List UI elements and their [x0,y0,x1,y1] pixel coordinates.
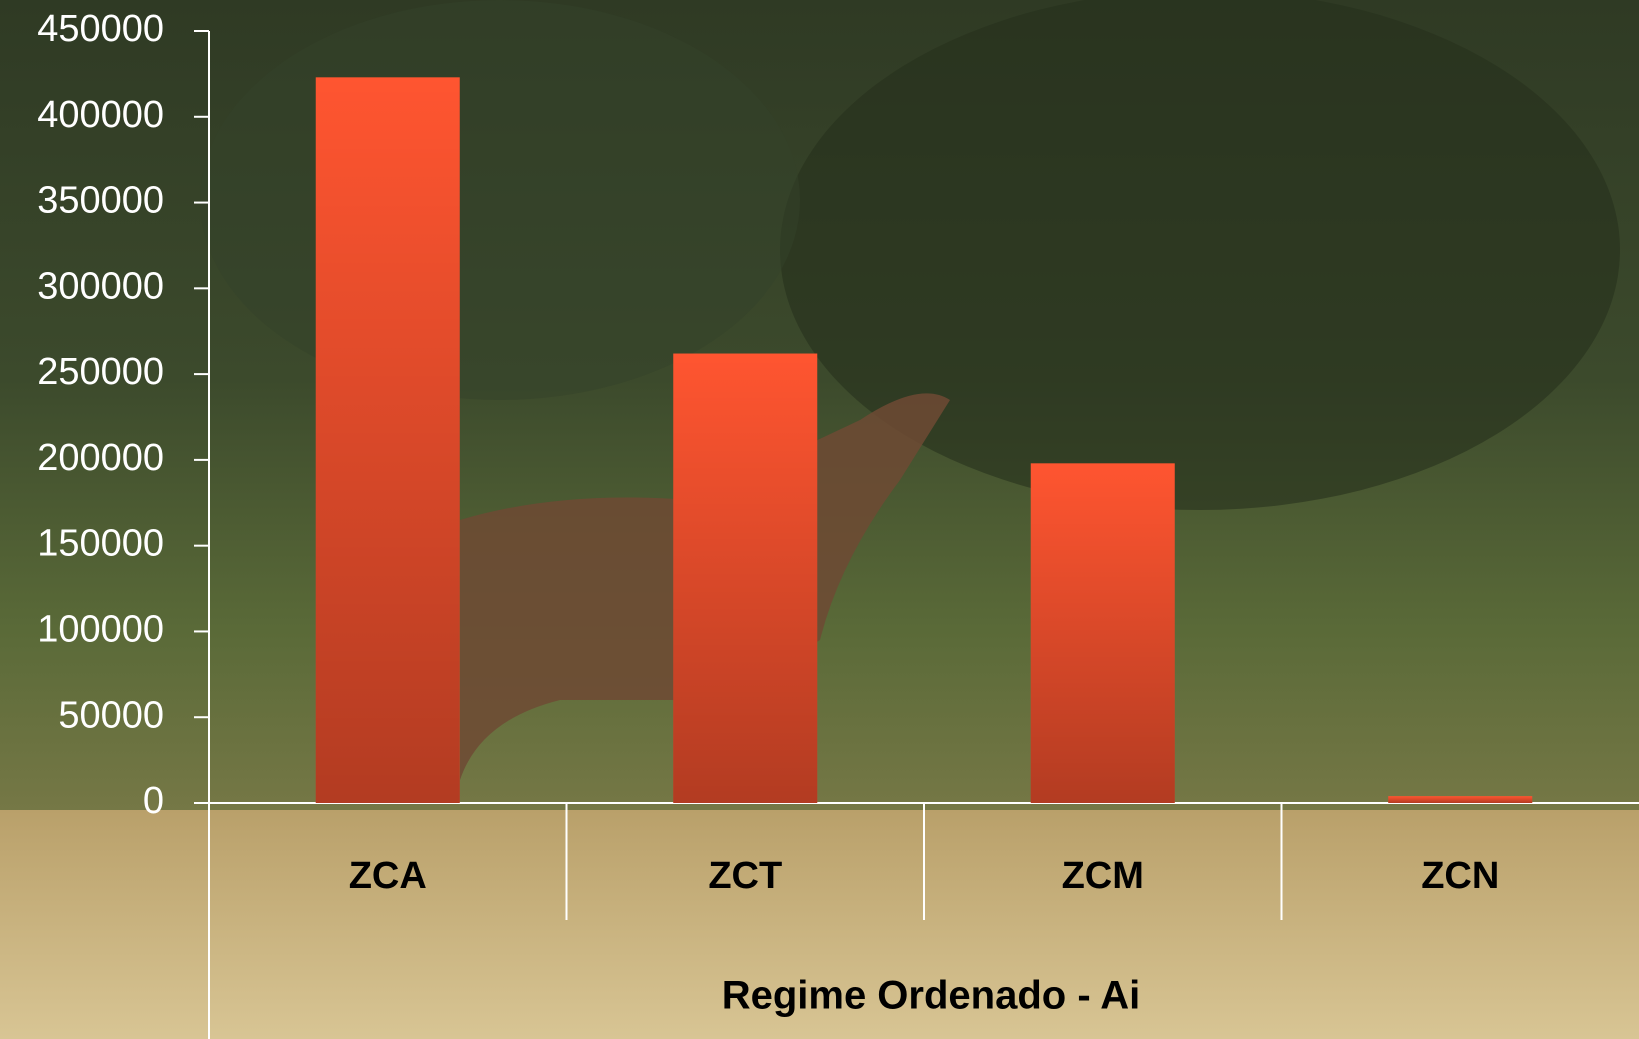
bar [316,77,460,803]
y-tick-label: 450000 [37,8,164,50]
y-tick-label: 350000 [37,180,164,222]
y-tick-label: 250000 [37,351,164,393]
x-tick-label: ZCA [349,855,427,897]
bar [1388,796,1532,803]
y-tick-label: 300000 [37,265,164,307]
page: {"chart_data": {"type": "bar", "x_label"… [0,0,1639,1039]
y-tick-label: 0 [143,780,164,822]
y-tick-label: 50000 [58,694,164,736]
y-tick-label: 150000 [37,523,164,565]
chart: Regime Ordenado - Ai 0 50000 100000 150000 2… [0,0,1639,1039]
y-tick-label: 400000 [37,94,164,136]
tree-canopy [200,0,800,400]
x-axis-title: Regime Ordenado - Ai [722,974,1141,1018]
bar [673,354,817,803]
bar [1031,463,1175,803]
x-tick-label: ZCT [708,855,782,897]
y-tick-label: 200000 [37,437,164,479]
y-tick-label: 100000 [37,608,164,650]
x-tick-label: ZCN [1421,855,1499,897]
x-tick-label: ZCM [1062,855,1144,897]
